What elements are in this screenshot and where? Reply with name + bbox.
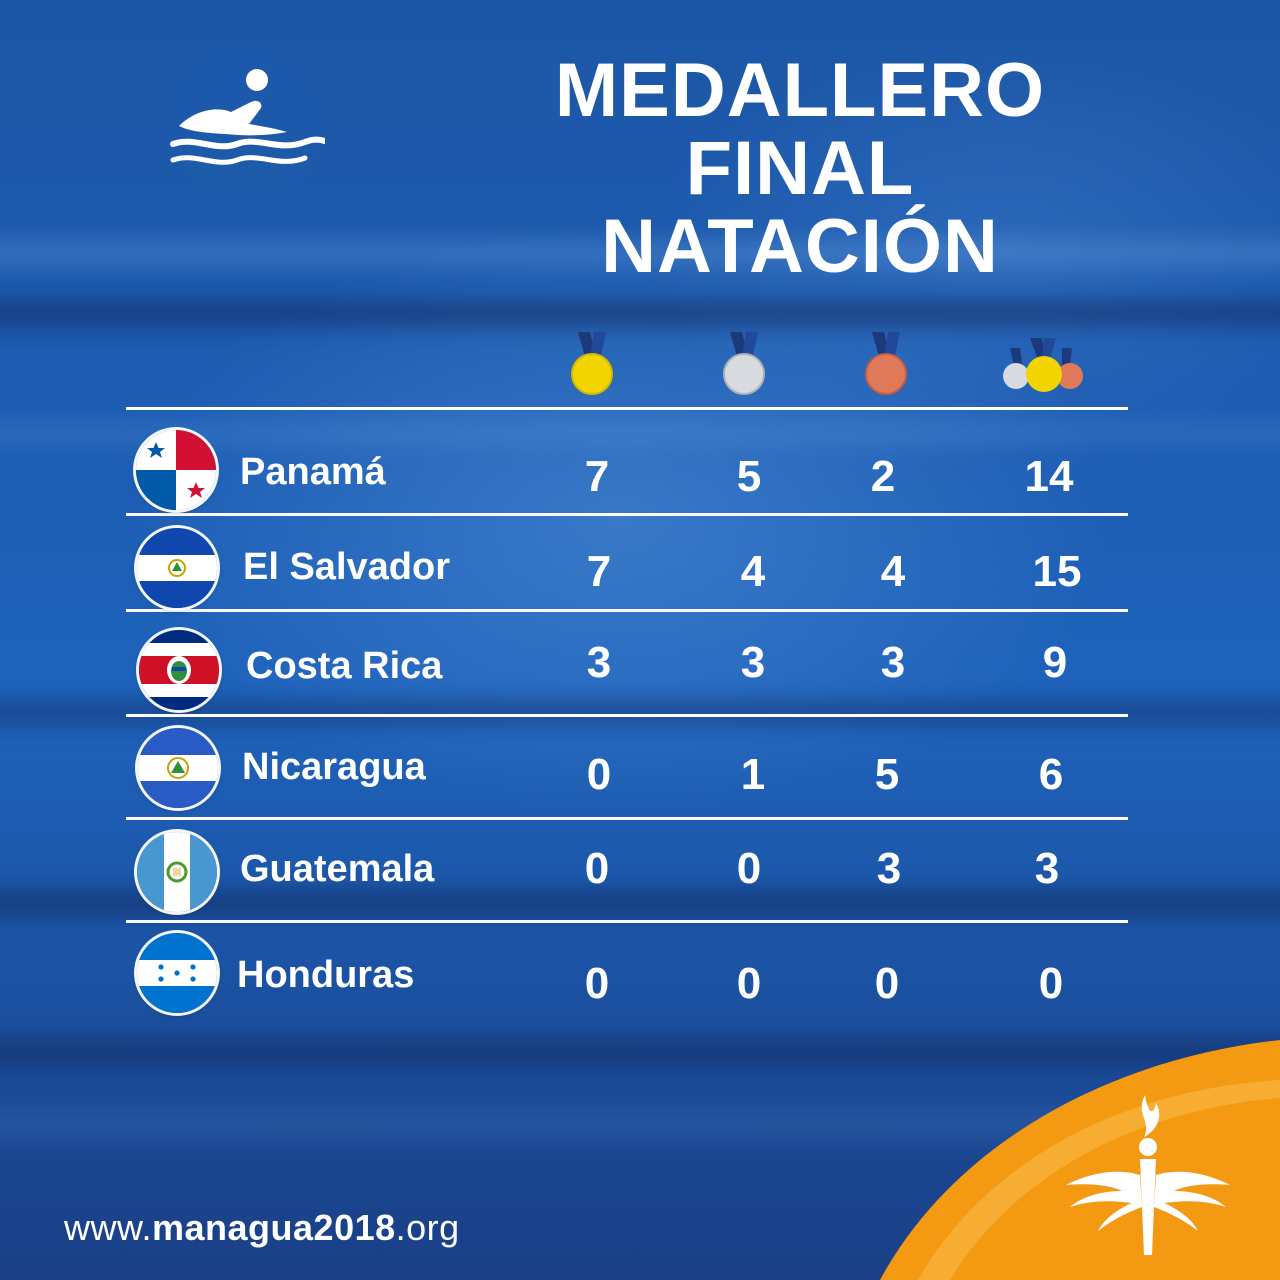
table-divider bbox=[126, 407, 1128, 410]
silver-medal-icon bbox=[723, 332, 765, 395]
total-count: 6 bbox=[1038, 750, 1064, 799]
total-count: 15 bbox=[1032, 547, 1082, 596]
silver-count: 4 bbox=[740, 547, 766, 596]
country-name: Panamá bbox=[240, 451, 386, 493]
pool-lane-decoration bbox=[0, 1040, 1280, 1066]
total-count: 0 bbox=[1038, 959, 1064, 1008]
bronze-count: 2 bbox=[870, 452, 896, 501]
country-name: Nicaragua bbox=[242, 746, 426, 788]
website-url[interactable]: www.managua2018.org bbox=[64, 1208, 460, 1248]
country-name: Guatemala bbox=[240, 848, 435, 890]
pool-lane-decoration bbox=[0, 420, 1280, 446]
total-count: 14 bbox=[1024, 452, 1074, 501]
bronze-count: 4 bbox=[880, 547, 906, 596]
pool-lane-decoration bbox=[0, 890, 1280, 916]
total-count: 3 bbox=[1034, 844, 1060, 893]
pool-lane-decoration bbox=[0, 240, 1280, 266]
table-row: Nicaragua 0 1 5 6 bbox=[0, 722, 1280, 822]
table-row: Honduras 0 0 0 0 bbox=[0, 928, 1280, 1028]
page-title: MEDALLERO FINAL NATACIÓN bbox=[430, 52, 1170, 286]
bronze-count: 3 bbox=[876, 844, 902, 893]
gold-count: 7 bbox=[584, 452, 610, 501]
bronze-count: 0 bbox=[874, 959, 900, 1008]
el-salvador-flag-icon bbox=[137, 528, 217, 608]
total-medals-icon bbox=[1003, 338, 1083, 392]
gold-count: 3 bbox=[586, 638, 612, 687]
url-prefix: www. bbox=[64, 1207, 153, 1248]
silver-count: 1 bbox=[740, 750, 766, 799]
url-domain: managua2018 bbox=[152, 1207, 396, 1248]
url-suffix: .org bbox=[395, 1207, 460, 1248]
silver-count: 0 bbox=[736, 959, 762, 1008]
silver-count: 3 bbox=[740, 638, 766, 687]
gold-medal-icon bbox=[571, 332, 613, 395]
bronze-count: 3 bbox=[880, 638, 906, 687]
silver-count: 5 bbox=[736, 452, 762, 501]
country-name: Honduras bbox=[237, 954, 415, 996]
gold-count: 0 bbox=[584, 959, 610, 1008]
title-line-2: NATACIÓN bbox=[601, 204, 999, 289]
pool-lane-decoration bbox=[0, 300, 1280, 326]
silver-count: 0 bbox=[736, 844, 762, 893]
table-row: Guatemala 0 0 3 3 bbox=[0, 824, 1280, 924]
pool-lane-decoration bbox=[0, 700, 1280, 726]
bronze-medal-icon bbox=[865, 332, 907, 395]
torch-wings-logo-icon bbox=[1066, 1095, 1230, 1255]
table-divider bbox=[126, 609, 1128, 612]
table-divider bbox=[126, 920, 1128, 923]
table-row: Costa Rica 3 3 3 9 bbox=[0, 620, 1280, 720]
table-divider bbox=[126, 817, 1128, 820]
country-name: El Salvador bbox=[243, 546, 450, 588]
table-row: El Salvador 7 4 4 15 bbox=[0, 522, 1280, 622]
swimmer-icon bbox=[165, 40, 325, 200]
title-line-1: MEDALLERO FINAL bbox=[554, 48, 1046, 211]
table-row: Panamá 7 5 2 14 bbox=[0, 422, 1280, 522]
table-divider bbox=[126, 714, 1128, 717]
total-count: 9 bbox=[1042, 638, 1068, 687]
table-divider bbox=[126, 513, 1128, 516]
bronze-count: 5 bbox=[874, 750, 900, 799]
gold-count: 7 bbox=[586, 547, 612, 596]
gold-count: 0 bbox=[584, 844, 610, 893]
country-name: Costa Rica bbox=[246, 645, 443, 687]
gold-count: 0 bbox=[586, 750, 612, 799]
